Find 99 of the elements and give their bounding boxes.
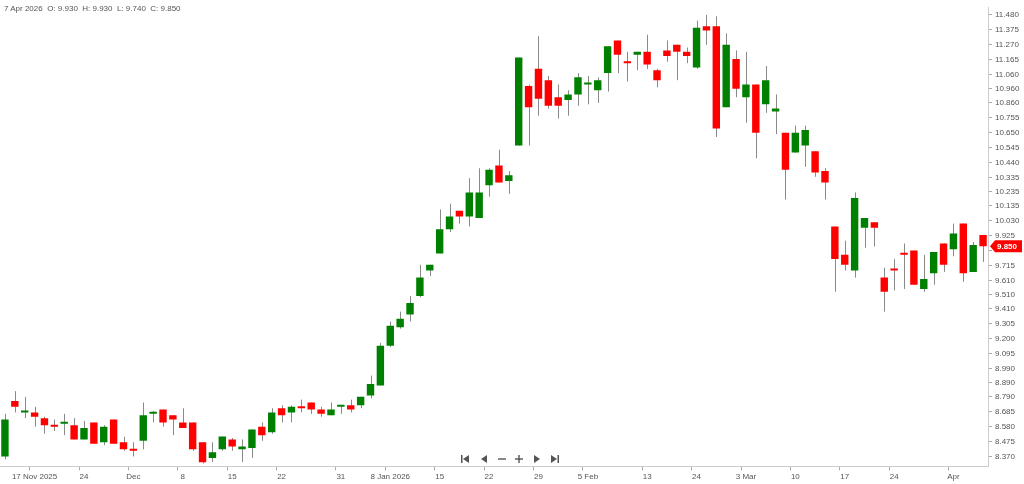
candlestick (920, 254, 928, 293)
x-tick-label: 24 (79, 472, 89, 482)
candlestick (653, 68, 661, 88)
candlestick (366, 375, 375, 399)
candlestick (821, 167, 829, 200)
x-tick-label: 22 (277, 472, 287, 482)
y-tick-label: 10.135 (995, 201, 1021, 211)
y-tick-label: 10.440 (995, 157, 1021, 167)
chart-title: 7 Apr 2026 O: 9.930 H: 9.930 L: 9.740 C: 9.850 (4, 4, 181, 13)
y-tick-label: 10.545 (995, 142, 1021, 152)
x-tick-label: 22 (484, 472, 495, 482)
y-tick-label: 9.200 (995, 333, 1016, 343)
x-tick-label: 17 (840, 472, 850, 482)
y-tick-label: 10.650 (995, 127, 1021, 137)
y-tick-label: 8.685 (995, 406, 1016, 416)
y-tick-label: 10.755 (995, 113, 1021, 123)
y-tick-label: 9.510 (995, 289, 1016, 299)
candlestick (900, 242, 908, 290)
x-tick-label: 31 (336, 472, 346, 482)
y-tick-label: 10.335 (995, 172, 1021, 182)
candlestick (673, 44, 681, 81)
x-tick-label: 10 (790, 472, 801, 482)
y-tick-label: 11.270 (995, 39, 1020, 49)
candlestick (30, 406, 39, 428)
candlestick (860, 217, 869, 249)
candlestick (584, 75, 592, 105)
y-tick-label: 8.475 (995, 436, 1016, 446)
y-tick-label: 11.480 (995, 10, 1020, 20)
candlestick (979, 234, 987, 263)
candlestick (702, 14, 711, 46)
y-tick-label: 11.375 (995, 25, 1020, 35)
candlestick (890, 258, 898, 291)
x-tick-label: 15 (227, 472, 238, 482)
candlestick (258, 421, 266, 442)
candlestick (495, 149, 503, 183)
y-tick-label: 8.890 (995, 377, 1016, 387)
candlestick (870, 221, 879, 247)
text: 9.850 (997, 241, 1018, 251)
y-tick-label: 10.860 (995, 98, 1021, 108)
y-tick-label: 9.305 (995, 318, 1016, 328)
y-tick-label: 11.060 (995, 69, 1020, 79)
candlestick (643, 34, 651, 70)
candlestick (169, 414, 177, 436)
y-tick-label: 9.095 (995, 348, 1016, 358)
candlestick (801, 125, 809, 168)
y-tick-label: 8.370 (995, 451, 1016, 461)
candlestick (623, 51, 632, 83)
candlestick (554, 83, 562, 120)
candlestick (485, 167, 493, 198)
y-tick-label: 10.030 (995, 215, 1021, 225)
candlestick (949, 223, 958, 257)
candlestick (505, 170, 513, 195)
x-tick-label: 8 Jan 2026 (370, 472, 411, 482)
x-tick-label: 8 (180, 472, 186, 482)
x-tick-label: 5 Feb (577, 472, 599, 482)
candlestick (11, 390, 19, 413)
y-tick-label: 9.410 (995, 304, 1016, 313)
candlestick (90, 421, 98, 445)
candlestick (100, 424, 108, 446)
candlestick (880, 267, 888, 313)
candlestick (268, 407, 276, 435)
x-tick-label: 17 Nov 2025 (11, 472, 58, 482)
candlestick (811, 150, 819, 178)
candlestick (574, 72, 582, 107)
x-tick-label: 3 Mar (735, 472, 757, 482)
candlestick (564, 89, 572, 117)
candlestick (939, 242, 948, 273)
y-tick-label: 9.610 (995, 275, 1016, 285)
candlestick (791, 125, 800, 154)
x-tick-label: 29 (534, 472, 544, 482)
x-tick-label: Apr (947, 472, 960, 482)
y-tick-label: 9.715 (995, 260, 1016, 270)
candlestick (21, 396, 29, 419)
x-tick-label: 13 (642, 472, 653, 482)
y-tick-label: 10.235 (995, 186, 1021, 196)
candlestick (524, 83, 533, 147)
candlestick (594, 76, 602, 104)
y-tick-label: 11.165 (995, 54, 1020, 64)
candlestick (60, 413, 68, 436)
candlestick (248, 428, 256, 459)
y-tick-label: 9.925 (995, 230, 1016, 240)
candlestick (929, 251, 938, 286)
y-tick-label: 8.580 (995, 421, 1016, 431)
y-tick-label: 10.960 (995, 83, 1021, 93)
candlestick (386, 321, 394, 348)
candlestick (613, 39, 622, 74)
y-tick-label: 8.990 (995, 363, 1016, 373)
x-tick-label: 24 (692, 472, 702, 482)
x-tick-label: 15 (435, 472, 445, 482)
candlestick (198, 441, 207, 465)
candlestick (406, 295, 414, 323)
candlestick (841, 240, 849, 271)
x-tick-label: Dec (126, 472, 141, 482)
y-tick-label: 8.790 (995, 392, 1016, 402)
candlestick (742, 51, 750, 124)
candlestick (416, 264, 424, 298)
x-tick-label: 24 (889, 472, 900, 482)
candlestick (663, 39, 671, 63)
candlestick (208, 441, 217, 463)
